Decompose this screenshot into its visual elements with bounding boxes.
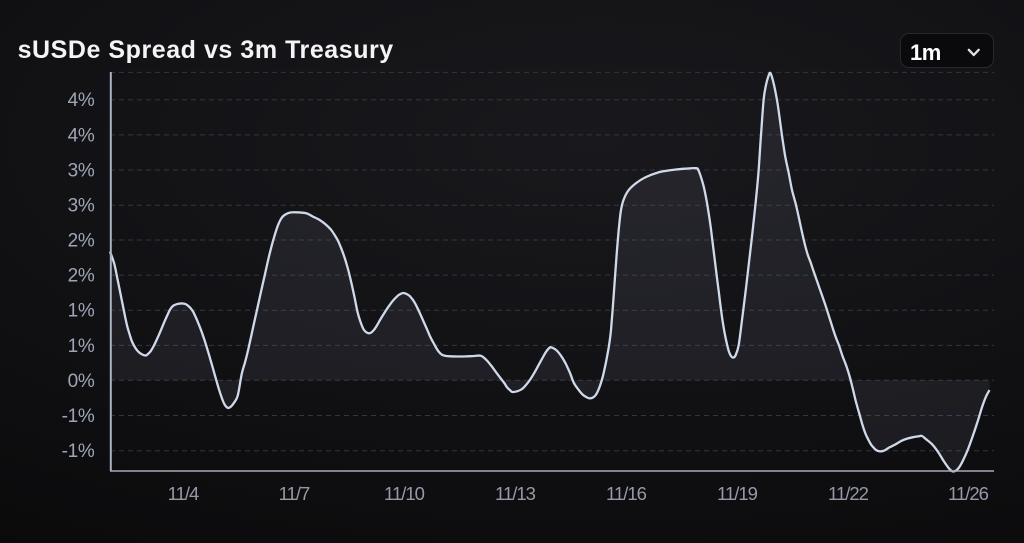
svg-text:3%: 3% [68, 196, 95, 217]
svg-text:4%: 4% [68, 125, 95, 146]
svg-text:11/26: 11/26 [948, 483, 989, 504]
svg-text:11/22: 11/22 [828, 483, 869, 504]
svg-text:11/7: 11/7 [279, 483, 310, 504]
svg-text:11/16: 11/16 [606, 483, 647, 504]
svg-text:11/19: 11/19 [717, 483, 758, 504]
svg-text:3%: 3% [68, 161, 95, 182]
svg-text:11/13: 11/13 [495, 483, 536, 504]
svg-text:2%: 2% [68, 266, 95, 287]
svg-text:1%: 1% [68, 301, 95, 322]
svg-text:1%: 1% [68, 336, 95, 357]
svg-text:2%: 2% [68, 231, 95, 252]
svg-text:11/10: 11/10 [384, 483, 425, 504]
svg-text:-1%: -1% [62, 441, 95, 462]
svg-text:11/4: 11/4 [168, 483, 199, 504]
svg-text:-1%: -1% [62, 406, 95, 427]
svg-text:0%: 0% [68, 371, 95, 392]
svg-text:4%: 4% [68, 90, 95, 111]
